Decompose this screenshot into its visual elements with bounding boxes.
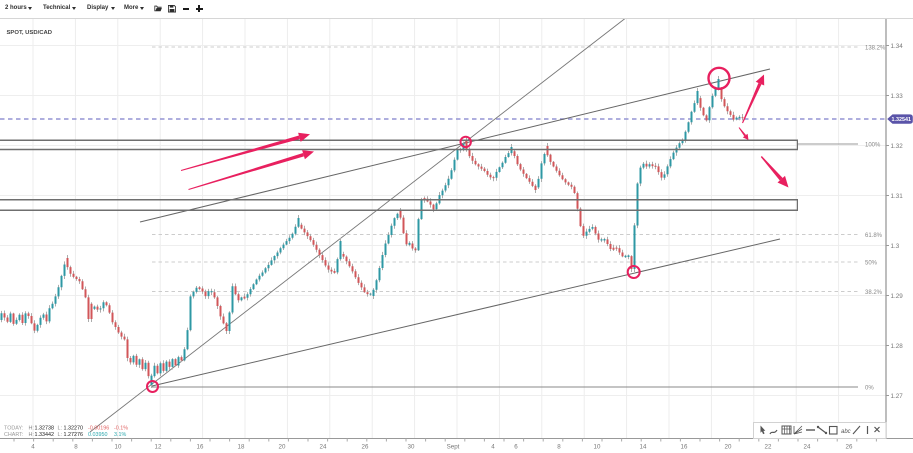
svg-text:8: 8: [557, 444, 561, 451]
svg-text:50%: 50%: [865, 260, 878, 266]
svg-text:100%: 100%: [865, 142, 881, 148]
svg-text:CHART:: CHART:: [4, 432, 23, 438]
svg-text:20: 20: [725, 444, 732, 451]
svg-text:61.8%: 61.8%: [865, 233, 883, 239]
svg-text:10: 10: [594, 444, 601, 451]
svg-text:1.27276: 1.27276: [64, 432, 84, 438]
svg-text:6: 6: [514, 444, 518, 451]
svg-text:1.33442: 1.33442: [35, 432, 55, 438]
svg-text:1.32541: 1.32541: [892, 117, 912, 123]
svg-text:H:: H:: [29, 432, 34, 438]
svg-text:8: 8: [74, 444, 78, 451]
svg-text:24: 24: [804, 444, 811, 451]
svg-text:-0.1%: -0.1%: [114, 426, 128, 432]
svg-text:10: 10: [115, 444, 122, 451]
svg-text:0.03950: 0.03950: [88, 432, 108, 438]
svg-text:1.31: 1.31: [891, 193, 904, 200]
svg-text:30: 30: [408, 444, 415, 451]
svg-text:16: 16: [681, 444, 688, 451]
svg-text:12: 12: [155, 444, 162, 451]
svg-text:1.29: 1.29: [891, 293, 904, 300]
svg-text:1.33: 1.33: [891, 93, 904, 100]
svg-text:16: 16: [197, 444, 204, 451]
svg-text:abc: abc: [841, 429, 851, 435]
svg-text:1.3: 1.3: [891, 243, 900, 250]
svg-text:138.2%: 138.2%: [865, 45, 886, 51]
svg-text:L:: L:: [58, 426, 63, 432]
svg-text:24: 24: [320, 444, 327, 451]
svg-text:Sept: Sept: [447, 444, 460, 451]
svg-text:4: 4: [31, 444, 35, 451]
svg-text:38.2%: 38.2%: [865, 290, 883, 296]
svg-text:22: 22: [765, 444, 772, 451]
svg-text:18: 18: [238, 444, 245, 451]
svg-text:20: 20: [279, 444, 286, 451]
svg-text:H:: H:: [29, 426, 34, 432]
svg-text:SPOT, USD/CAD: SPOT, USD/CAD: [7, 30, 53, 36]
svg-text:26: 26: [846, 444, 853, 451]
svg-text:1.32270: 1.32270: [64, 426, 84, 432]
svg-text:1.32: 1.32: [891, 143, 904, 150]
svg-text:0%: 0%: [865, 385, 874, 391]
svg-text:26: 26: [362, 444, 369, 451]
svg-text:1.32738: 1.32738: [35, 426, 55, 432]
svg-text:1.27: 1.27: [891, 393, 904, 400]
svg-text:14: 14: [640, 444, 647, 451]
svg-text:-0.00196: -0.00196: [88, 426, 109, 432]
svg-text:4: 4: [491, 444, 495, 451]
svg-text:TODAY:: TODAY:: [4, 426, 23, 432]
svg-text:L:: L:: [58, 432, 63, 438]
svg-text:1.34: 1.34: [891, 43, 904, 50]
svg-text:1.28: 1.28: [891, 343, 904, 350]
svg-text:3.1%: 3.1%: [114, 432, 126, 438]
